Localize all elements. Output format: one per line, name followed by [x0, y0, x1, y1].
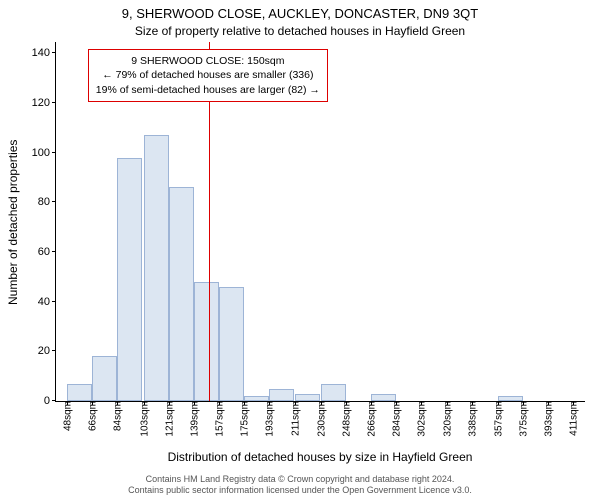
x-tick-label: 357sqm — [492, 401, 505, 437]
histogram-bar — [321, 384, 346, 401]
x-tick-mark — [92, 401, 93, 405]
x-tick-label: 284sqm — [390, 401, 403, 437]
x-tick-label: 66sqm — [86, 401, 99, 431]
y-tick-mark — [52, 201, 56, 202]
x-tick-mark — [346, 401, 347, 405]
x-axis-label: Distribution of detached houses by size … — [55, 450, 585, 464]
y-tick-label: 20 — [15, 345, 56, 357]
y-tick-mark — [52, 52, 56, 53]
x-tick-mark — [447, 401, 448, 405]
x-tick-mark — [169, 401, 170, 405]
footer: Contains HM Land Registry data © Crown c… — [0, 474, 600, 497]
x-tick-label: 230sqm — [315, 401, 328, 437]
histogram-bar — [67, 384, 92, 401]
x-tick-label: 411sqm — [567, 401, 580, 436]
x-tick-label: 393sqm — [542, 401, 555, 437]
x-tick-label: 375sqm — [517, 401, 530, 437]
x-tick-label: 175sqm — [238, 401, 251, 437]
x-tick-mark — [472, 401, 473, 405]
info-line-1: 9 SHERWOOD CLOSE: 150sqm — [96, 54, 320, 68]
info-box: 9 SHERWOOD CLOSE: 150sqm ← 79% of detach… — [88, 49, 328, 102]
y-tick-label: 80 — [15, 196, 56, 208]
x-tick-label: 266sqm — [365, 401, 378, 437]
y-tick-label: 120 — [15, 97, 56, 109]
x-tick-mark — [244, 401, 245, 405]
x-tick-mark — [321, 401, 322, 405]
y-tick-mark — [52, 102, 56, 103]
histogram-bar — [169, 187, 194, 401]
footer-line-2: Contains public sector information licen… — [0, 485, 600, 496]
x-tick-label: 338sqm — [465, 401, 478, 437]
x-tick-mark — [573, 401, 574, 405]
x-tick-label: 157sqm — [213, 401, 226, 437]
y-tick-label: 100 — [15, 147, 56, 159]
x-tick-label: 302sqm — [415, 401, 428, 437]
x-tick-mark — [117, 401, 118, 405]
y-tick-mark — [52, 400, 56, 401]
chart-title-main: 9, SHERWOOD CLOSE, AUCKLEY, DONCASTER, D… — [0, 6, 600, 21]
x-tick-label: 193sqm — [263, 401, 276, 437]
info-line-2: ← 79% of detached houses are smaller (33… — [96, 68, 320, 82]
y-tick-mark — [52, 251, 56, 252]
x-tick-label: 320sqm — [440, 401, 453, 437]
x-tick-label: 84sqm — [111, 401, 124, 431]
x-tick-mark — [396, 401, 397, 405]
x-tick-label: 248sqm — [340, 401, 353, 437]
x-tick-label: 48sqm — [61, 401, 74, 431]
x-tick-mark — [498, 401, 499, 405]
x-tick-label: 139sqm — [188, 401, 201, 437]
x-tick-label: 211sqm — [288, 401, 301, 436]
chart-container: 9, SHERWOOD CLOSE, AUCKLEY, DONCASTER, D… — [0, 0, 600, 500]
histogram-bar — [92, 356, 117, 401]
histogram-bar — [219, 287, 244, 401]
x-tick-mark — [548, 401, 549, 405]
y-tick-mark — [52, 301, 56, 302]
info-line-3: 19% of semi-detached houses are larger (… — [96, 83, 320, 97]
y-tick-mark — [52, 350, 56, 351]
histogram-bar — [144, 135, 169, 401]
histogram-bar — [295, 394, 320, 401]
y-tick-label: 140 — [15, 47, 56, 59]
chart-title-sub: Size of property relative to detached ho… — [0, 24, 600, 38]
y-tick-label: 60 — [15, 246, 56, 258]
x-tick-mark — [269, 401, 270, 405]
x-tick-mark — [144, 401, 145, 405]
histogram-bar — [371, 394, 396, 401]
x-tick-mark — [194, 401, 195, 405]
x-tick-mark — [295, 401, 296, 405]
x-tick-mark — [219, 401, 220, 405]
x-tick-mark — [523, 401, 524, 405]
footer-line-1: Contains HM Land Registry data © Crown c… — [0, 474, 600, 485]
plot-area: 9 SHERWOOD CLOSE: 150sqm ← 79% of detach… — [55, 42, 585, 402]
x-tick-mark — [421, 401, 422, 405]
x-tick-label: 103sqm — [137, 401, 150, 437]
histogram-bar — [194, 282, 219, 401]
y-tick-label: 40 — [15, 296, 56, 308]
x-tick-mark — [371, 401, 372, 405]
histogram-bar — [269, 389, 294, 401]
x-tick-mark — [67, 401, 68, 405]
histogram-bar — [117, 158, 142, 401]
y-tick-label: 0 — [15, 395, 56, 407]
y-tick-mark — [52, 152, 56, 153]
x-tick-label: 121sqm — [162, 401, 175, 437]
